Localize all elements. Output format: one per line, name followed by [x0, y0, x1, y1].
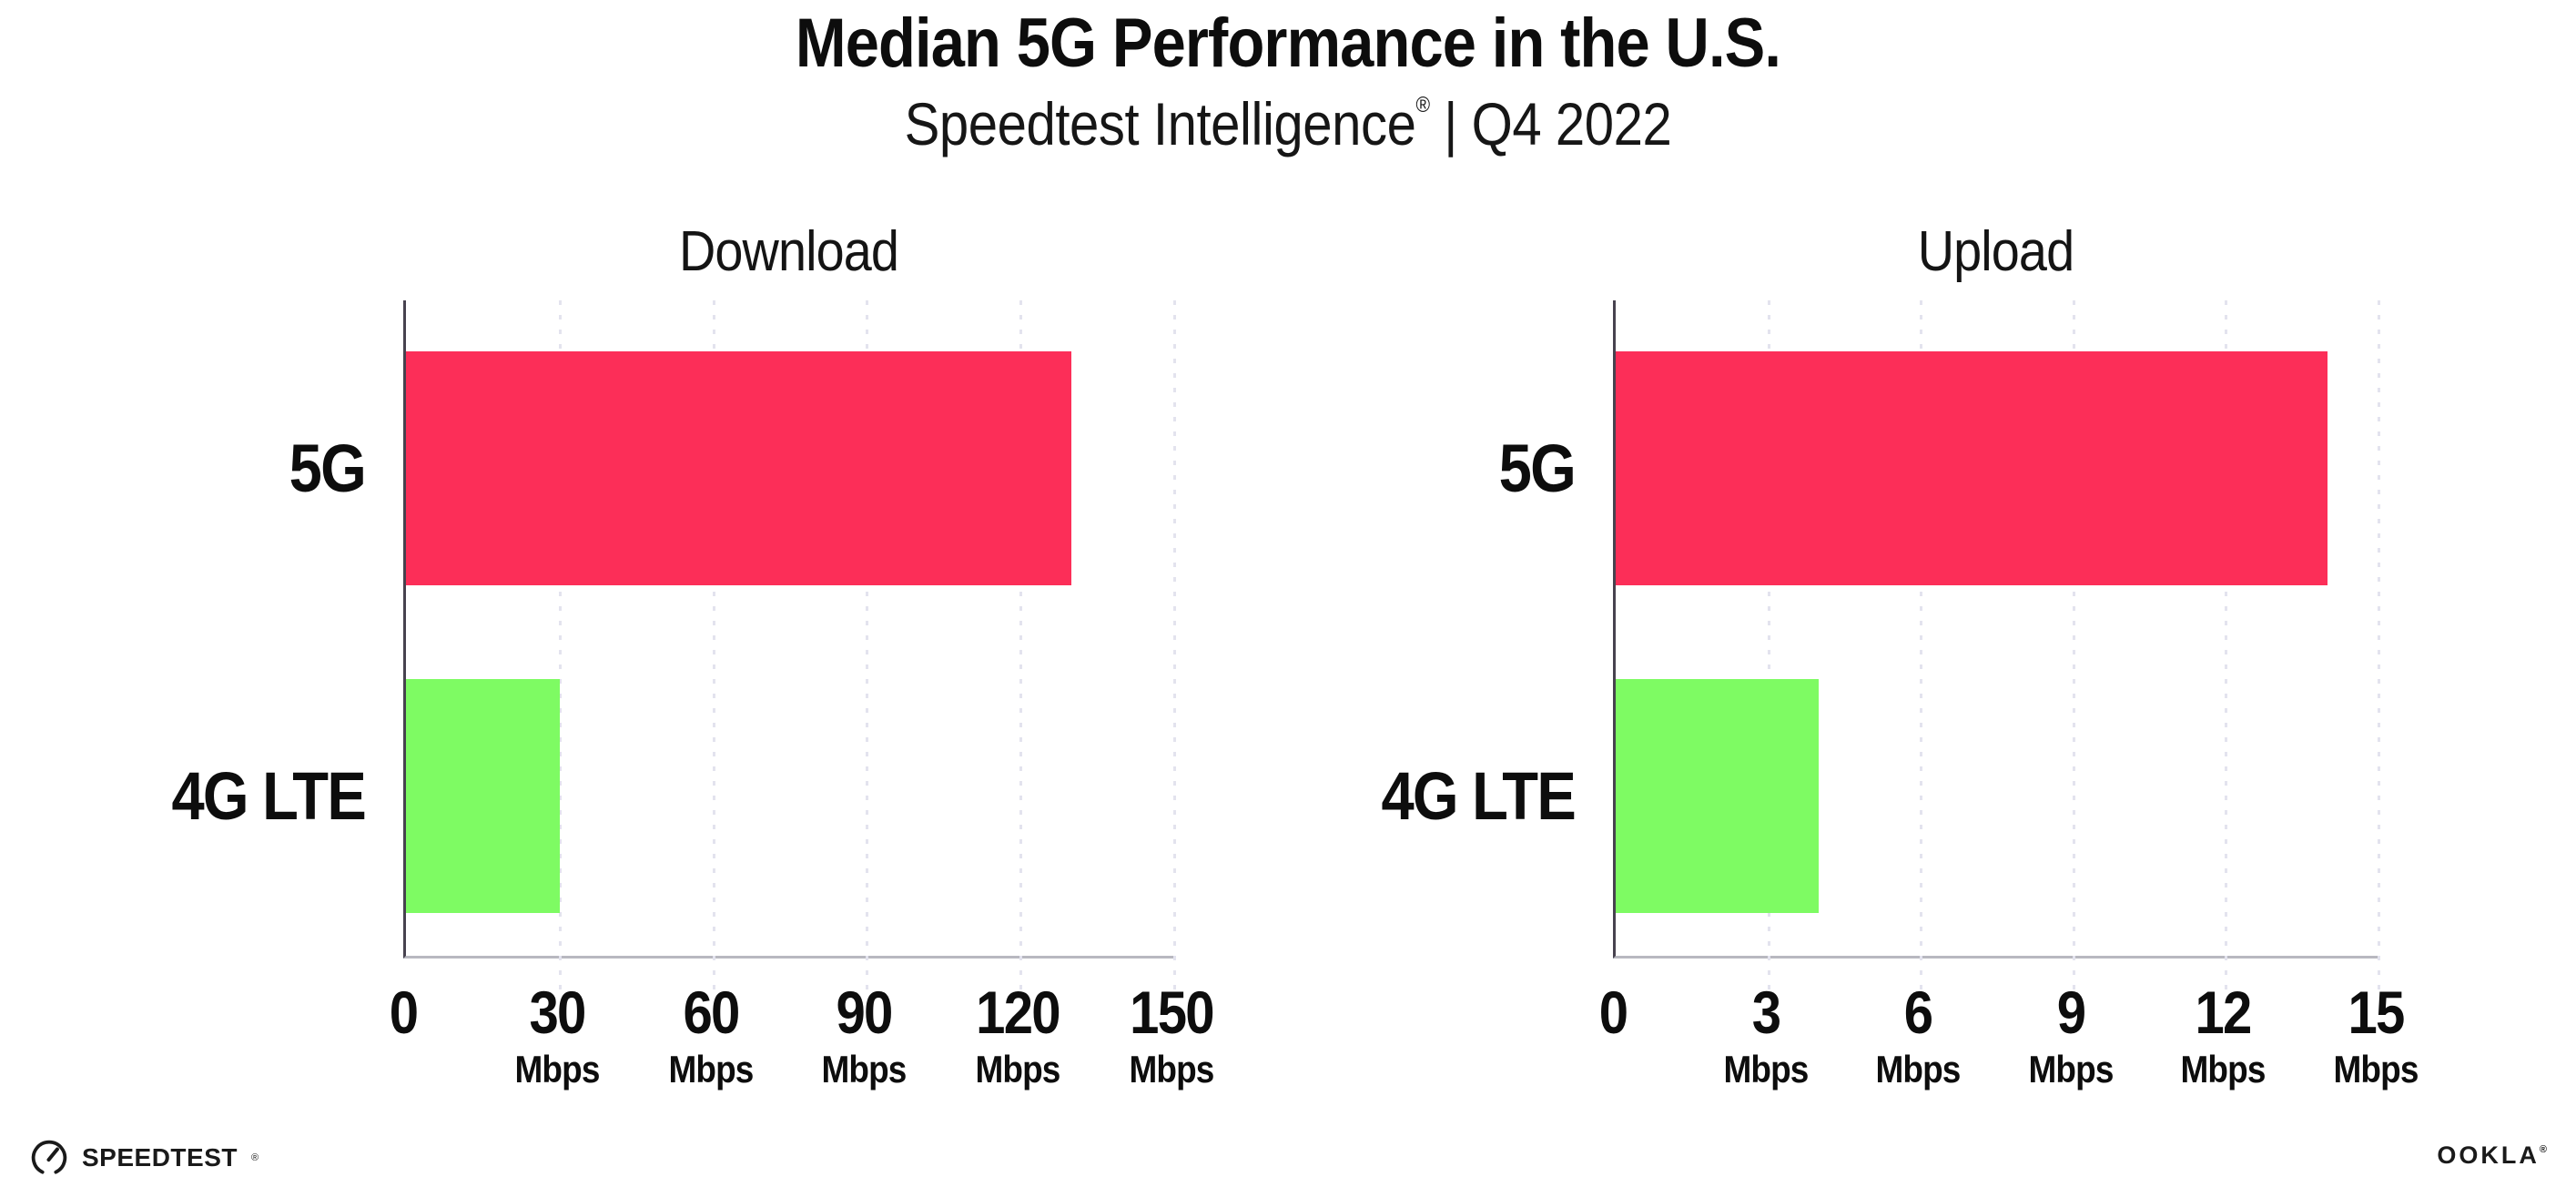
tick-unit: Mbps [1875, 1047, 1962, 1090]
ookla-logo: OOKLA® [2437, 1143, 2547, 1168]
bar-5g-upload [1616, 351, 2328, 585]
gridline [1920, 300, 1922, 997]
tick-unit: Mbps [1129, 1047, 1215, 1090]
plot-area [1613, 300, 2380, 997]
tick-number: 6 [1903, 979, 1933, 1046]
speedtest-logo: SPEEDTEST ® [30, 1138, 259, 1178]
tick-number: 120 [976, 979, 1060, 1046]
tick-unit: Mbps [2028, 1047, 2115, 1090]
ookla-registered-mark: ® [2539, 1144, 2547, 1155]
axis-tick-0: 0 [299, 979, 508, 1047]
tick-unit: Mbps [821, 1047, 908, 1090]
tick-number: 12 [2195, 979, 2252, 1046]
tick-unit: Mbps [1723, 1047, 1810, 1090]
tick-number: 9 [2056, 979, 2086, 1046]
axis-tick-12: 12 Mbps [2119, 979, 2328, 1089]
bar-4g-lte-upload [1616, 679, 1819, 913]
tick-number: 0 [1598, 979, 1628, 1046]
gridline [1173, 300, 1176, 997]
category-label-5g: 5G [1498, 431, 1577, 506]
gridline [1019, 300, 1022, 997]
tick-number: 60 [683, 979, 740, 1046]
axis-tick-3: 3 Mbps [1662, 979, 1871, 1089]
axis-tick-150: 150 Mbps [1068, 979, 1276, 1089]
gridline [866, 300, 868, 997]
subtitle-quarter: | Q4 2022 [1429, 90, 1672, 157]
category-label-4g-lte: 4G LTE [1381, 758, 1576, 834]
axis-tick-9: 9 Mbps [1967, 979, 2175, 1089]
gridline [713, 300, 715, 997]
axis-tick-6: 6 Mbps [1814, 979, 2023, 1089]
tick-number: 3 [1751, 979, 1781, 1046]
tick-number: 150 [1130, 979, 1214, 1046]
axis-tick-0: 0 [1509, 979, 1718, 1047]
tick-unit: Mbps [514, 1047, 601, 1090]
tick-unit: Mbps [668, 1047, 755, 1090]
page-subtitle: Speedtest Intelligence® | Q4 2022 [155, 91, 2421, 157]
subtitle-brand: Speedtest Intelligence [904, 90, 1416, 157]
tick-number: 90 [836, 979, 893, 1046]
tick-unit: Mbps [975, 1047, 1061, 1090]
bar-4g-lte-download [406, 679, 560, 913]
tick-number: 15 [2348, 979, 2405, 1046]
gridline [2073, 300, 2075, 997]
axis-tick-15: 15 Mbps [2272, 979, 2480, 1089]
category-label-4g-lte: 4G LTE [171, 758, 366, 834]
gridline [2378, 300, 2380, 997]
tick-number: 30 [529, 979, 586, 1046]
speedtest-gauge-icon [31, 1140, 67, 1174]
plot-area [403, 300, 1176, 997]
gridline [2225, 300, 2227, 997]
tick-unit: Mbps [2180, 1047, 2267, 1090]
download-chart-title: Download [679, 220, 899, 283]
axis-tick-60: 60 Mbps [607, 979, 816, 1089]
speedtest-registered-mark: ® [250, 1152, 259, 1163]
bar-5g-download [406, 351, 1071, 585]
ookla-wordmark: OOKLA [2437, 1141, 2540, 1169]
axis-tick-30: 30 Mbps [453, 979, 662, 1089]
category-label-5g: 5G [289, 431, 367, 506]
tick-number: 0 [389, 979, 419, 1046]
registered-mark: ® [1415, 93, 1430, 117]
axis-tick-90: 90 Mbps [760, 979, 969, 1089]
gridline [1768, 300, 1770, 997]
axis-tick-120: 120 Mbps [914, 979, 1122, 1089]
tick-unit: Mbps [2333, 1047, 2419, 1090]
page-title: Median 5G Performance in the U.S. [795, 5, 1781, 82]
gridline [559, 300, 562, 997]
upload-chart-title: Upload [1917, 220, 2074, 283]
speedtest-wordmark: SPEEDTEST [82, 1143, 238, 1172]
